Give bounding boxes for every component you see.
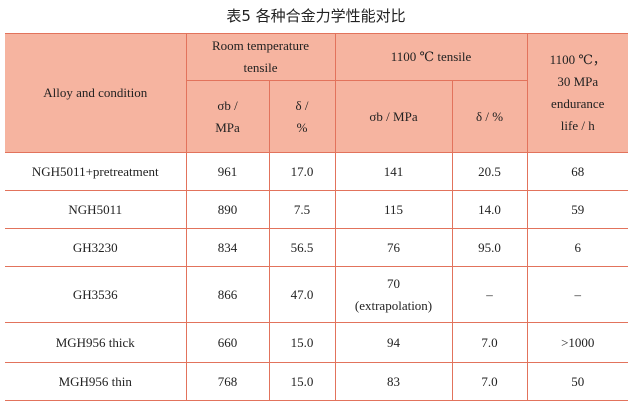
table-cell: 768 (185, 362, 270, 401)
table-cell: – (526, 266, 629, 323)
table-cell: 50 (526, 362, 629, 401)
table-cell: >1000 (526, 322, 629, 363)
header-cell: δ / % (268, 80, 336, 153)
table-cell: 70 (extrapolation) (334, 266, 453, 323)
header-cell: 1100 ℃ tensile (334, 33, 528, 81)
table-cell: 59 (526, 190, 629, 229)
table-cell: 115 (334, 190, 453, 229)
table-row: MGH956 thick 660 15.0 94 7.0 >1000 (5, 322, 629, 363)
table-cell: 83 (334, 362, 453, 401)
table-body: NGH5011+pretreatment 961 17.0 141 20.5 68 NGH5… (5, 152, 629, 401)
table-cell: 890 (185, 190, 270, 229)
header-cell: σb / MPa (185, 80, 270, 153)
table-cell: 15.0 (268, 362, 336, 401)
table: Alloy and condition Room temperature ten… (5, 33, 629, 401)
header-cell: δ / % (451, 80, 528, 153)
table-row: GH3230 834 56.5 76 95.0 6 (5, 228, 629, 267)
table-cell: GH3536 (5, 266, 187, 323)
table-cell: – (451, 266, 528, 323)
table-cell: 20.5 (451, 152, 528, 191)
header-cell: 1100 ℃， 30 MPa endurance life / h (526, 33, 629, 153)
header-cell: Alloy and condition (5, 33, 187, 153)
table-cell: NGH5011 (5, 190, 187, 229)
caption: 表5 各种合金力学性能对比 (226, 7, 406, 25)
table-row: GH3536 866 47.0 70 (extrapolation) – – (5, 266, 629, 323)
table-cell: 76 (334, 228, 453, 267)
table-cell: 866 (185, 266, 270, 323)
table-cell: 56.5 (268, 228, 336, 267)
table-cell: 834 (185, 228, 270, 267)
table-cell: 660 (185, 322, 270, 363)
table-cell: 15.0 (268, 322, 336, 363)
table-cell: 14.0 (451, 190, 528, 229)
header-cell: σb / MPa (334, 80, 453, 153)
table-cell: 141 (334, 152, 453, 191)
table-cell: 68 (526, 152, 629, 191)
table-cell: MGH956 thick (5, 322, 187, 363)
table-cell: 7.0 (451, 362, 528, 401)
table-row: NGH5011+pretreatment 961 17.0 141 20.5 68 (5, 152, 629, 191)
header-cell: Room temperature tensile (185, 33, 336, 81)
table-cell: GH3230 (5, 228, 187, 267)
table-cell: NGH5011+pretreatment (5, 152, 187, 191)
table-cell: 94 (334, 322, 453, 363)
table-cell: 17.0 (268, 152, 336, 191)
table-cell: 47.0 (268, 266, 336, 323)
table-row: MGH956 thin 768 15.0 83 7.0 50 (5, 362, 629, 401)
table-cell: 961 (185, 152, 270, 191)
table-cell: 95.0 (451, 228, 528, 267)
table-row: NGH5011 890 7.5 115 14.0 59 (5, 190, 629, 229)
table-cell: 6 (526, 228, 629, 267)
table-cell: 7.5 (268, 190, 336, 229)
table-cell: 7.0 (451, 322, 528, 363)
table-cell: MGH956 thin (5, 362, 187, 401)
